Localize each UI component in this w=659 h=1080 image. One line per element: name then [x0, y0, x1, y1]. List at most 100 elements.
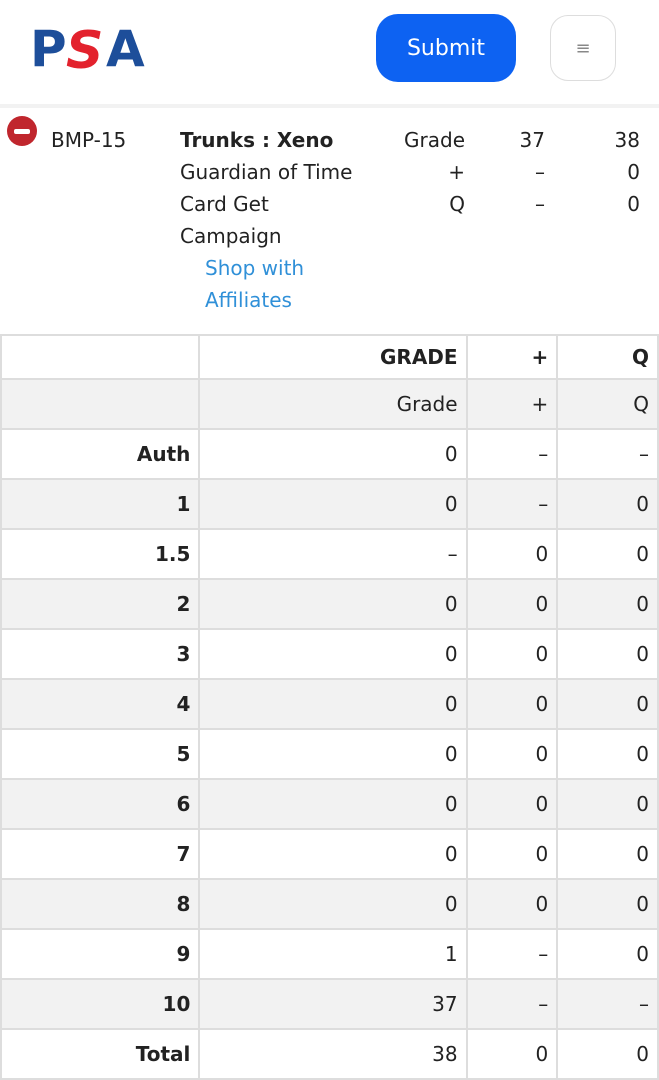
table-row: Grade + Q	[0, 378, 659, 430]
table-cell: 0	[465, 878, 559, 930]
menu-button[interactable]: ≡	[550, 15, 616, 81]
summary-cell: –	[535, 160, 545, 184]
table-cell: 0	[465, 778, 559, 830]
table-cell: 0	[556, 628, 659, 680]
summary-cell: Grade	[404, 128, 465, 152]
summary-cell: 0	[627, 192, 640, 216]
table-row: GRADE + Q	[0, 334, 659, 380]
table-cell: 0	[465, 578, 559, 630]
row-label: 1.5	[0, 528, 201, 580]
table-cell: 0	[198, 778, 468, 830]
table-cell: –	[465, 428, 559, 480]
svg-text:S: S	[66, 22, 103, 72]
table-cell: 0	[465, 528, 559, 580]
table-cell: 0	[198, 628, 468, 680]
card-number: BMP-15	[51, 128, 127, 152]
row-label: Auth	[0, 428, 201, 480]
table-cell: 0	[198, 578, 468, 630]
shop-affiliates-link[interactable]: Shop with	[205, 256, 305, 280]
card-line: Card Get	[180, 192, 269, 216]
table-cell: 0	[556, 478, 659, 530]
table-cell: –	[556, 428, 659, 480]
row-label	[0, 378, 201, 430]
table-cell: 0	[556, 578, 659, 630]
table-cell: 37	[198, 978, 468, 1030]
table-cell: –	[465, 478, 559, 530]
table-cell: –	[465, 928, 559, 980]
row-label: 1	[0, 478, 201, 530]
summary-cell: +	[448, 160, 465, 184]
table-cell: +	[465, 334, 559, 380]
table-cell: GRADE	[198, 334, 468, 380]
table-row: Auth 0– –	[0, 428, 659, 480]
summary-cell: 0	[627, 160, 640, 184]
table-cell: +	[465, 378, 559, 430]
row-label: 3	[0, 628, 201, 680]
table-cell: 0	[198, 678, 468, 730]
svg-text:A: A	[106, 22, 145, 72]
table-cell: 0	[465, 678, 559, 730]
table-cell: 0	[465, 728, 559, 780]
submit-button[interactable]: Submit	[376, 14, 516, 82]
population-table: GRADE + Q Grade + Q Auth 0– –1 0–0 1.5–0 0 2 0 0 0 3 0 0 0 4…	[0, 334, 659, 1080]
table-cell: –	[556, 978, 659, 1030]
table-cell: –	[465, 978, 559, 1030]
card-name: Trunks : Xeno	[180, 128, 334, 152]
table-row: 10 37– –	[0, 978, 659, 1030]
shop-affiliates-link[interactable]: Affiliates	[205, 288, 292, 312]
row-label: 6	[0, 778, 201, 830]
table-cell: Q	[556, 378, 659, 430]
table-cell: 0	[465, 1028, 559, 1080]
table-cell: 0	[198, 728, 468, 780]
table-cell: 0	[465, 828, 559, 880]
summary-cell: 38	[614, 128, 640, 152]
row-label: 7	[0, 828, 201, 880]
remove-card-icon[interactable]	[7, 116, 37, 146]
table-cell: Q	[556, 334, 659, 380]
row-label	[0, 334, 201, 380]
table-cell: 0	[556, 828, 659, 880]
row-label: 4	[0, 678, 201, 730]
summary-cell: 37	[519, 128, 545, 152]
table-cell: 0	[198, 878, 468, 930]
hamburger-icon: ≡	[575, 37, 591, 59]
svg-text:P: P	[30, 22, 67, 72]
card-line: Campaign	[180, 224, 282, 248]
summary-cell: –	[535, 192, 545, 216]
table-cell: 0	[556, 678, 659, 730]
table-row: 1 0–0	[0, 478, 659, 530]
table-cell: 0	[556, 1028, 659, 1080]
table-cell: 0	[198, 828, 468, 880]
table-cell: 0	[556, 528, 659, 580]
table-cell: 0	[198, 478, 468, 530]
row-label: 2	[0, 578, 201, 630]
row-label: Total	[0, 1028, 201, 1080]
summary-cell: Q	[449, 192, 465, 216]
table-cell: 0	[556, 778, 659, 830]
table-row: 9 1–0	[0, 928, 659, 980]
card-line: Guardian of Time	[180, 160, 353, 184]
table-row: Total 38 0 0	[0, 1028, 659, 1080]
table-cell: –	[198, 528, 468, 580]
table-cell: 0	[465, 628, 559, 680]
table-cell: 0	[198, 428, 468, 480]
table-cell: 38	[198, 1028, 468, 1080]
row-label: 9	[0, 928, 201, 980]
table-cell: 0	[556, 728, 659, 780]
row-label: 8	[0, 878, 201, 930]
table-cell: Grade	[198, 378, 468, 430]
table-cell: 1	[198, 928, 468, 980]
row-label: 5	[0, 728, 201, 780]
table-row: 1.5–0 0	[0, 528, 659, 580]
row-label: 10	[0, 978, 201, 1030]
table-cell: 0	[556, 878, 659, 930]
